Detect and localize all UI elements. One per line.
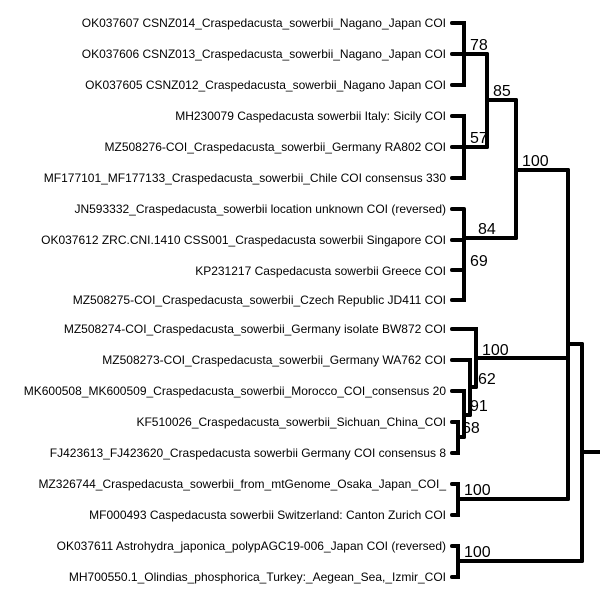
branch-clade-84	[450, 207, 518, 257]
leaf-label: OK037607 CSNZ014_Craspedacusta_sowerbii_…	[82, 16, 446, 30]
branch-clade-85	[485, 52, 518, 149]
branch-ingroup	[566, 168, 584, 501]
leaf-label: OK037611 Astrohydra_japonica_polypAGC19-…	[57, 539, 446, 553]
branch-root	[580, 342, 600, 563]
branch-clade-100-mid	[450, 327, 570, 389]
branch-clade-osaka-switzerland	[450, 482, 570, 517]
leaf-label: MZ508276-COI_Craspedacusta_sowerbii_Germ…	[105, 140, 447, 154]
branch-clade-69	[450, 238, 466, 302]
leaf-label: MF000493 Caspedacusta sowerbii Switzerla…	[89, 508, 446, 522]
support-value: 84	[478, 221, 496, 238]
support-value: 100	[464, 482, 491, 499]
support-value: 100	[482, 342, 509, 359]
leaf-label: MH700550.1_Olindias_phosphorica_Turkey:_…	[69, 570, 446, 584]
leaf-label: MK600508_MK600509_Craspedacusta_sowerbii…	[24, 384, 447, 398]
leaf-label: MZ508273-COI_Craspedacusta_sowerbii_Germ…	[102, 353, 446, 367]
leaf-labels: OK037607 CSNZ014_Craspedacusta_sowerbii_…	[24, 16, 447, 584]
leaf-label: OK037612 ZRC.CNI.1410 CSS001_Craspedacus…	[41, 233, 446, 247]
leaf-label: MF177101_MF177133_Craspedacusta_sowerbii…	[44, 171, 447, 185]
support-value: 100	[522, 153, 549, 170]
support-value: 57	[470, 130, 488, 147]
branch-outgroup	[450, 544, 584, 579]
support-value: 91	[470, 398, 488, 415]
support-value: 78	[470, 37, 488, 54]
support-value: 68	[462, 420, 480, 437]
leaf-label: MZ326744_Craspedacusta_sowerbii_from_mtG…	[38, 477, 446, 491]
leaf-label: FJ423613_FJ423620_Craspedacusta sowerbii…	[50, 446, 447, 460]
leaf-label: OK037606 CSNZ013_Craspedacusta_sowerbii_…	[82, 47, 446, 61]
branch-clade-nagano	[450, 21, 489, 87]
support-value: 62	[478, 371, 496, 388]
support-labels: 78 85 57 100 84 69 100 62 91 68 100 100	[462, 37, 549, 561]
branch-clade-europe-chile	[450, 114, 489, 180]
branch-clade-100-top	[514, 98, 570, 240]
support-value: 100	[464, 544, 491, 561]
support-value: 85	[493, 83, 511, 100]
support-value: 69	[470, 253, 488, 270]
leaf-label: MH230079 Caspedacusta sowerbii Italy: Si…	[175, 109, 446, 123]
leaf-label: KF510026_Craspedacusta_sowerbii_Sichuan_…	[136, 415, 446, 429]
leaf-label: JN593332_Craspedacusta_sowerbii location…	[74, 202, 446, 216]
leaf-label: MZ508275-COI_Craspedacusta_sowerbii_Czec…	[73, 293, 446, 307]
leaf-label: MZ508274-COI_Craspedacusta_sowerbii_Germ…	[64, 322, 446, 336]
leaf-label: OK037605 CSNZ012_Craspedacusta_sowerbii_…	[85, 78, 446, 92]
tree-branches	[450, 21, 600, 579]
leaf-label: KP231217 Caspedacusta sowerbii Greece CO…	[195, 264, 446, 278]
